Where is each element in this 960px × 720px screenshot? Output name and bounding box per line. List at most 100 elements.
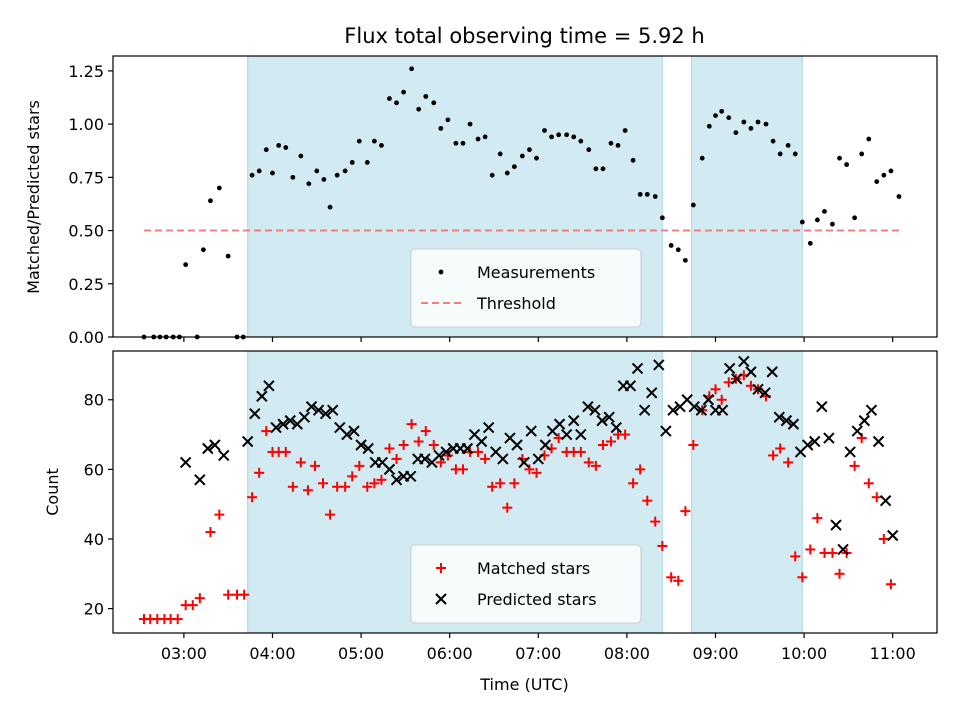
top-panel-data-point xyxy=(755,119,761,125)
top-panel-data-point xyxy=(770,138,776,144)
bottom-panel-data-point xyxy=(645,387,658,399)
top-panel-data-point xyxy=(564,132,570,138)
bottom-panel-data-point xyxy=(879,494,892,507)
bottom-panel-data-point xyxy=(539,439,552,451)
x-tick-label: 04:00 xyxy=(249,644,295,663)
bottom-panel-data-point xyxy=(362,442,374,455)
x-tick-label: 10:00 xyxy=(781,644,827,663)
bottom-panel-data-point xyxy=(390,474,403,486)
top-panel-data-point xyxy=(445,117,451,123)
bottom-panel-data-point xyxy=(487,481,498,492)
bottom-panel-data-point xyxy=(688,400,700,413)
top-panel-data-point xyxy=(519,153,525,159)
top-panel-data-point xyxy=(874,179,880,184)
bottom-panel-data-point xyxy=(650,516,661,527)
bottom-panel-data-point xyxy=(589,404,601,416)
top-panel-data-point xyxy=(608,140,614,146)
bottom-panel-data-point xyxy=(502,502,513,513)
bottom-panel-data-point xyxy=(509,478,520,489)
bottom-panel-y-tick-label: 40 xyxy=(84,530,104,549)
bottom-panel-data-point xyxy=(179,456,192,469)
bottom-panel-data-point xyxy=(768,450,779,461)
bottom-panel-data-point xyxy=(209,439,221,451)
bottom-panel-data-point xyxy=(214,509,225,520)
bottom-panel-data-point xyxy=(597,440,608,450)
bottom-panel-data-point xyxy=(716,394,727,405)
top-panel-data-point xyxy=(852,215,857,221)
bottom-panel-data-point xyxy=(766,366,778,378)
bottom-panel-y-tick-label: 20 xyxy=(84,600,104,619)
bottom-panel-data-point xyxy=(249,407,261,420)
bottom-panel-legend-label: Matched stars xyxy=(477,559,590,578)
top-panel-data-point xyxy=(256,168,262,174)
x-tick-label: 03:00 xyxy=(161,644,207,663)
bottom-panel-data-point xyxy=(369,478,380,489)
bottom-panel-data-point xyxy=(805,544,816,555)
top-panel-data-point xyxy=(249,172,255,178)
bottom-panel-data-point xyxy=(849,460,860,471)
bottom-panel-data-point xyxy=(205,527,216,538)
bottom-panel-data-point xyxy=(384,443,395,454)
top-panel-data-point xyxy=(387,96,392,101)
bottom-panel-data-point xyxy=(391,453,402,464)
top-panel-data-point xyxy=(394,100,399,106)
top-panel-data-point xyxy=(208,198,213,204)
x-tick-label: 05:00 xyxy=(338,644,384,663)
top-panel-data-point xyxy=(699,155,705,161)
bottom-panel-data-point xyxy=(863,478,874,489)
top-panel-data-point xyxy=(453,140,459,146)
bottom-panel-data-point xyxy=(317,478,328,489)
bottom-panel-data-point xyxy=(801,439,814,451)
bottom-panel-series-1 xyxy=(179,355,899,556)
bottom-panel-data-point xyxy=(878,534,889,544)
top-panel-data-point xyxy=(682,257,688,263)
top-panel-data-point xyxy=(733,130,739,136)
bottom-panel-data-point xyxy=(457,464,468,475)
bottom-panel-legend-box xyxy=(410,544,642,624)
bottom-panel-data-point xyxy=(816,400,828,413)
top-panel-data-point xyxy=(467,121,473,127)
bottom-panel-data-point xyxy=(657,540,668,551)
top-panel-legend-label: Measurements xyxy=(477,263,595,282)
top-panel-y-tick-label: 1.25 xyxy=(68,62,104,81)
top-panel-data-point xyxy=(615,143,621,148)
bottom-panel-legend-marker xyxy=(436,563,446,573)
top-panel-data-point xyxy=(837,155,842,161)
top-panel-legend-box xyxy=(410,248,642,328)
bottom-panel-data-point xyxy=(827,547,838,558)
bottom-panel-data-point xyxy=(525,425,537,437)
bottom-panel-data-point xyxy=(435,457,446,468)
bottom-panel-data-point xyxy=(596,414,608,427)
bottom-panel: Count 20 40 60 80 03:00 04:00 05:00 06:00 07:00 0… xyxy=(43,350,938,663)
top-panel-data-point xyxy=(844,162,850,167)
top-panel-y-tick-label: 0.50 xyxy=(68,222,104,241)
top-panel-y-tick-label: 0.75 xyxy=(68,168,104,187)
top-panel-data-point xyxy=(270,170,275,176)
bottom-panel-data-point xyxy=(413,436,424,447)
x-tick-label: 07:00 xyxy=(515,644,561,663)
x-tick-label: 06:00 xyxy=(427,644,473,663)
bottom-panel-data-point xyxy=(885,579,896,590)
bottom-panel-data-point xyxy=(837,543,849,556)
bottom-panel-data-point xyxy=(642,495,653,506)
top-panel-data-point xyxy=(578,138,584,144)
bottom-panel-data-point xyxy=(790,551,801,562)
bottom-panel-data-point xyxy=(319,407,332,420)
top-panel-data-point xyxy=(777,151,783,157)
bottom-panel-data-point xyxy=(787,418,800,430)
bottom-panel-data-point xyxy=(834,568,845,579)
bottom-panel-data-point xyxy=(325,509,336,520)
top-panel-data-point xyxy=(763,121,769,127)
bottom-panel-data-point xyxy=(575,428,587,441)
bottom-panel-data-point xyxy=(256,390,268,402)
top-panel: Matched/Predicted stars 0.00 0.25 0.50 0.75… xyxy=(24,55,938,347)
bottom-panel-data-point xyxy=(440,446,452,458)
bottom-panel-data-point xyxy=(688,440,699,450)
bottom-panel-data-point xyxy=(187,600,198,611)
bottom-panel-data-point xyxy=(398,440,409,450)
bottom-panel-data-point xyxy=(383,463,396,476)
top-panel-data-point xyxy=(379,143,384,148)
bottom-panel-data-point xyxy=(745,366,757,378)
bottom-panel-data-point xyxy=(310,460,321,471)
top-panel-observing-window-1 xyxy=(691,56,803,337)
